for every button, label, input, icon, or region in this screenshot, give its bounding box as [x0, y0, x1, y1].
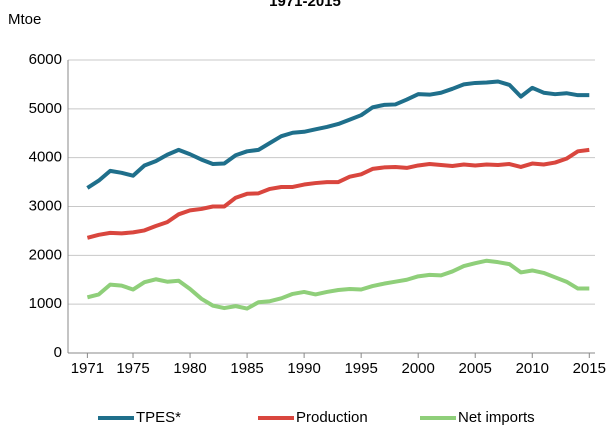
- x-tick-label: 1980: [173, 360, 206, 377]
- y-tick-label: 0: [54, 344, 62, 361]
- legend-label: TPES*: [136, 409, 181, 426]
- series-line: [86, 79, 590, 190]
- series-line: [86, 147, 590, 240]
- y-tick-label: 4000: [29, 149, 62, 166]
- legend-label: Production: [296, 409, 368, 426]
- chart-title: 1971-2015: [269, 0, 341, 10]
- x-tick-label: 2010: [516, 360, 549, 377]
- legend-label: Net imports: [458, 409, 535, 426]
- x-tick-label: 2015: [573, 360, 606, 377]
- x-tick-label: 1971: [71, 360, 104, 377]
- y-tick-label: 6000: [29, 51, 62, 68]
- y-tick-label: 1000: [29, 295, 62, 312]
- series-line: [86, 258, 590, 311]
- x-tick-label: 1975: [116, 360, 149, 377]
- x-tick-label: 2005: [459, 360, 492, 377]
- x-tick-label: 2000: [402, 360, 435, 377]
- y-axis-label: Mtoe: [8, 11, 41, 28]
- y-tick-label: 2000: [29, 246, 62, 263]
- y-tick-label: 5000: [29, 100, 62, 117]
- y-tick-label: 3000: [29, 197, 62, 214]
- x-tick-label: 1990: [287, 360, 320, 377]
- x-tick-label: 1995: [344, 360, 377, 377]
- x-tick-label: 1985: [230, 360, 263, 377]
